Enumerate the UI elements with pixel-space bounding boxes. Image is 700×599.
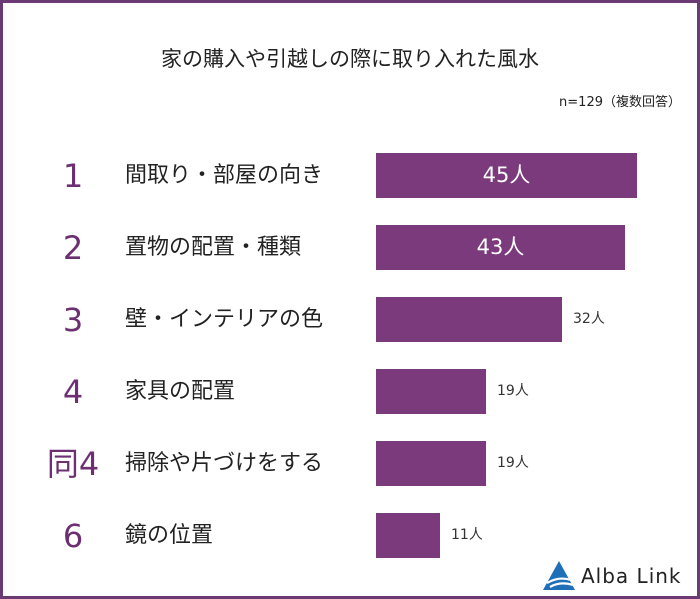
category-label: 壁・インテリアの色 [125,307,324,332]
bar-row: 同4 掃除や片づけをする 19人 [3,441,697,487]
category-label: 間取り・部屋の向き [125,163,324,188]
bar-row: 6 鏡の位置 11人 [3,513,697,559]
logo-text: Alba Link [581,564,682,588]
bar-row: 4 家具の配置 19人 [3,369,697,415]
rank-label: 2 [62,229,84,267]
value-label: 45人 [482,163,531,187]
value-label: 19人 [497,383,529,399]
value-label: 19人 [497,455,529,471]
rank-label: 1 [62,157,84,195]
value-label: 11人 [451,527,483,543]
bar [376,441,486,486]
rank-label: 同4 [46,445,100,483]
rank-label: 3 [62,301,84,339]
bar-row: 1 間取り・部屋の向き 45人 [3,153,697,199]
category-label: 掃除や片づけをする [125,451,324,476]
category-label: 鏡の位置 [125,523,214,548]
brand-logo: Alba Link [541,559,691,593]
bar [376,225,625,270]
category-label: 家具の配置 [125,379,236,404]
bar [376,297,562,342]
sample-size-note: n=129（複数回答） [559,95,681,110]
value-label: 32人 [573,311,605,327]
bar [376,369,486,414]
bar-row: 3 壁・インテリアの色 32人 [3,297,697,343]
value-label: 43人 [476,235,525,259]
alba-link-triangle-icon [543,561,575,590]
bar-row: 2 置物の配置・種類 43人 [3,225,697,271]
bar [376,513,440,558]
rank-label: 4 [62,373,84,411]
category-label: 置物の配置・種類 [125,235,302,260]
chart-title: 家の購入や引越しの際に取り入れた風水 [161,47,539,71]
bar [376,153,637,198]
rank-label: 6 [62,517,84,555]
